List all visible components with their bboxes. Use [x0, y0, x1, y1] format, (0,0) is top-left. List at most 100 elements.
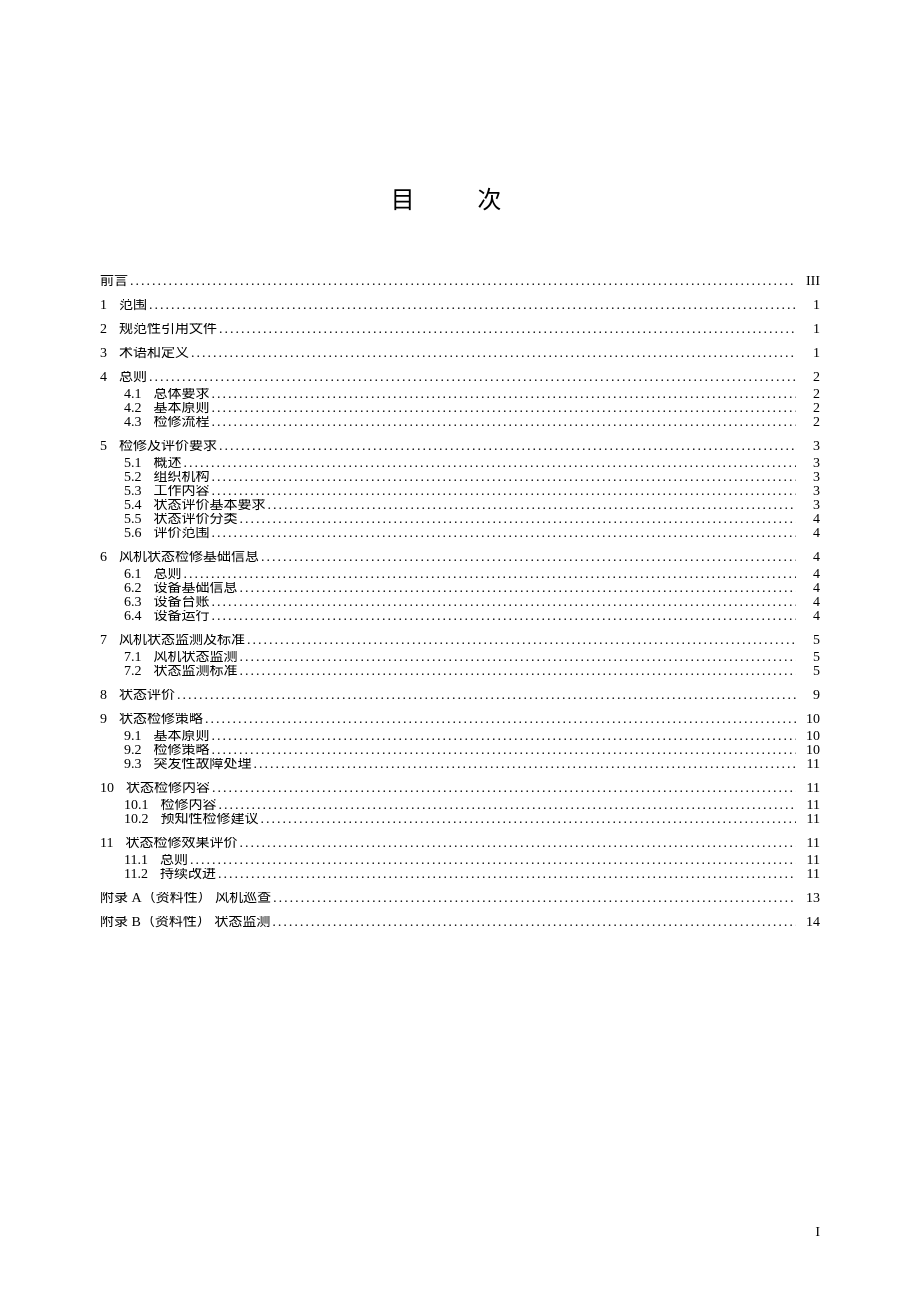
- toc-entry: 2规范性引用文件1: [100, 323, 820, 337]
- toc-leader-dots: [191, 347, 796, 361]
- toc-entry-label: 前言: [100, 275, 128, 289]
- toc-entry-page: 11: [798, 854, 820, 868]
- toc-entry-number: 4: [100, 371, 107, 385]
- toc-entry-number: 5.3: [124, 485, 142, 499]
- toc-entry: 6.4设备运行4: [100, 610, 820, 624]
- toc-entry-number: 9.2: [124, 744, 142, 758]
- toc-leader-dots: [261, 813, 797, 827]
- toc-entry-page: 5: [798, 665, 820, 679]
- toc-entry-label: 设备基础信息: [154, 582, 238, 596]
- toc-entry-label: 状态评价: [119, 689, 175, 703]
- toc-entry: 11.2持续改进11: [100, 868, 820, 882]
- toc-leader-dots: [205, 713, 796, 727]
- toc-entry-label: 状态检修策略: [119, 713, 203, 727]
- toc-entry-label: 总则: [119, 371, 147, 385]
- toc-entry: 5.1概述3: [100, 457, 820, 471]
- toc-entry: 7 风机状态监测及标准 5: [100, 634, 820, 648]
- toc-leader-dots: [212, 416, 797, 430]
- toc-leader-dots: [212, 388, 797, 402]
- toc-entry-page: 11: [798, 868, 820, 882]
- toc-entry: 9.3突发性故障处理11: [100, 758, 820, 772]
- toc-entry-page: 5: [798, 651, 820, 665]
- toc-entry-page: 4: [798, 551, 820, 565]
- toc-entry-number: 2: [100, 323, 107, 337]
- toc-entry-page: 9: [798, 689, 820, 703]
- toc-leader-dots: [184, 457, 797, 471]
- toc-entry-number: 5.4: [124, 499, 142, 513]
- toc-leader-dots: [212, 596, 797, 610]
- toc-entry-number: 8: [100, 689, 107, 703]
- toc-entry-number: 5: [100, 440, 107, 454]
- toc-leader-dots: [240, 651, 797, 665]
- toc-leader-dots: [212, 610, 797, 624]
- toc-entry-page: 4: [798, 513, 820, 527]
- toc-entry-page: 5: [798, 634, 820, 648]
- toc-leader-dots: [219, 799, 797, 813]
- toc-entry: 8 状态评价 9: [100, 689, 820, 703]
- toc-entry-label: 附录 B（资料性） 状态监测: [100, 916, 270, 930]
- toc-entry-page: 4: [798, 582, 820, 596]
- toc-entry-page: 10: [798, 744, 820, 758]
- toc-entry-number: 10.1: [124, 799, 149, 813]
- toc-entry-label: 附录 A（资料性） 风机巡查: [100, 892, 271, 906]
- page-number: I: [815, 1225, 820, 1241]
- toc-entry-page: 14: [798, 916, 820, 930]
- toc-entry-page: 4: [798, 596, 820, 610]
- toc-entry-number: 4.3: [124, 416, 142, 430]
- toc-entry: 7.1 风机状态监测 5: [100, 651, 820, 665]
- toc-entry-page: 13: [798, 892, 820, 906]
- toc-entry: 5.6评价范围4: [100, 527, 820, 541]
- toc-leader-dots: [149, 299, 796, 313]
- toc-entry-number: 9: [100, 713, 107, 727]
- toc-entry-label: 检修及评价要求: [119, 440, 217, 454]
- toc-entry-number: 11.2: [124, 868, 148, 882]
- toc-leader-dots: [212, 730, 797, 744]
- toc-leader-dots: [212, 402, 797, 416]
- toc-leader-dots: [239, 837, 796, 851]
- toc-entry-label: 风机状态监测及标准: [119, 634, 245, 648]
- toc-entry-page: 11: [798, 782, 820, 796]
- toc-entry: 5检修及评价要求3: [100, 440, 820, 454]
- toc-entry-label: 突发性故障处理: [154, 758, 252, 772]
- toc-entry-number: 6.3: [124, 596, 142, 610]
- toc-entry-number: 5.5: [124, 513, 142, 527]
- toc-entry-number: 6.4: [124, 610, 142, 624]
- toc-entry-number: 10: [100, 782, 114, 796]
- toc-entry-page: 1: [798, 347, 820, 361]
- toc-leader-dots: [212, 527, 797, 541]
- toc-leader-dots: [218, 868, 796, 882]
- toc-entry: 前言 III: [100, 275, 820, 289]
- toc-entry-page: 10: [798, 713, 820, 727]
- toc-entry: 9.1基本原则10: [100, 730, 820, 744]
- toc-entry-label: 基本原则: [154, 402, 210, 416]
- toc-entry-number: 7: [100, 634, 107, 648]
- toc-entry: 5.2组织机构3: [100, 471, 820, 485]
- toc-entry: 10状态检修内容11: [100, 782, 820, 796]
- toc-entry-label: 工作内容: [154, 485, 210, 499]
- toc-leader-dots: [212, 744, 797, 758]
- toc-entry-number: 11: [100, 837, 113, 851]
- toc-entry-label: 设备运行: [154, 610, 210, 624]
- toc-entry-page: III: [798, 275, 820, 289]
- toc-entry-number: 9.3: [124, 758, 142, 772]
- toc-entry: 5.4状态评价基本要求3: [100, 499, 820, 513]
- toc-title: 目 次: [100, 180, 820, 215]
- toc-entry-page: 3: [798, 485, 820, 499]
- toc-entry-label: 总则: [160, 854, 188, 868]
- toc-leader-dots: [190, 854, 796, 868]
- toc-leader-dots: [177, 689, 796, 703]
- toc-entry-page: 3: [798, 499, 820, 513]
- toc-leader-dots: [254, 758, 797, 772]
- toc-entry-number: 7.1: [124, 651, 142, 665]
- toc-entry-label: 风机状态监测: [154, 651, 238, 665]
- toc-entry-label: 总则: [154, 568, 182, 582]
- toc-entry: 10.1检修内容11: [100, 799, 820, 813]
- toc-entry-page: 11: [798, 813, 820, 827]
- toc-leader-dots: [212, 485, 797, 499]
- toc-entry-page: 1: [798, 299, 820, 313]
- toc-entry-number: 11.1: [124, 854, 148, 868]
- toc-entry: 6.1总则4: [100, 568, 820, 582]
- toc-entry-number: 4.1: [124, 388, 142, 402]
- toc-entry-label: 风机状态检修基础信息: [119, 551, 259, 565]
- table-of-contents: 前言III1范围12规范性引用文件13术语和定义14总则24.1总体要求24.2…: [100, 275, 820, 930]
